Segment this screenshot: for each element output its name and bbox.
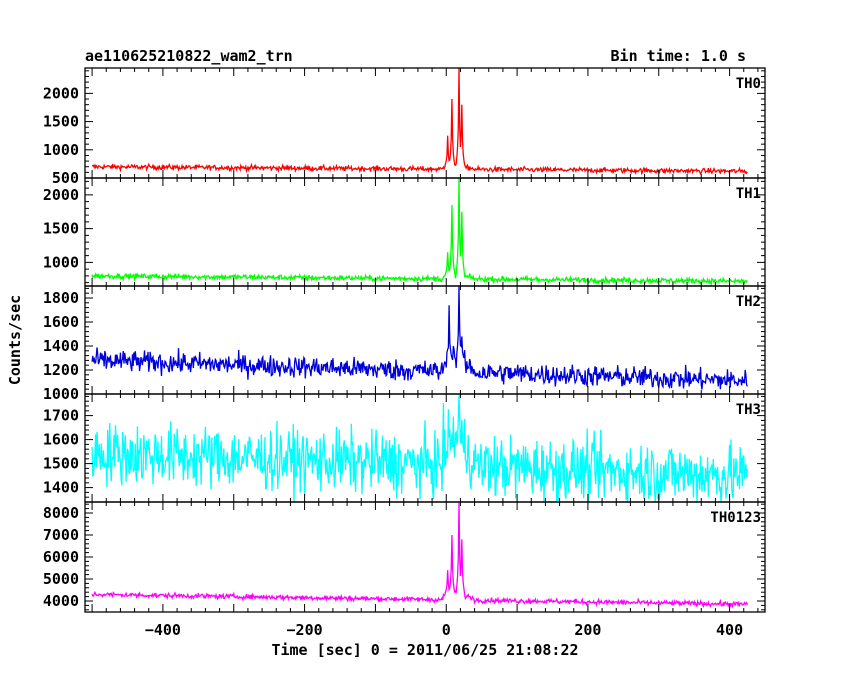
panel-th1: 1000 1500 2000 TH1 [43,177,766,287]
y-tick-label: 6000 [43,548,79,566]
x-tick-label: 400 [716,621,743,639]
panel-th3: 1400 1500 1600 1700 TH3 [43,393,766,503]
y-tick-label: 1400 [43,479,79,497]
y-tick-label: 2000 [43,84,79,102]
panel-th0123: 4000 5000 6000 7000 8000 TH0123 [43,501,766,613]
y-tick-label: 500 [52,169,79,187]
panel-frame [84,177,766,287]
panel-frame [84,67,766,179]
x-tick-label: 200 [574,621,601,639]
series-line-th0 [91,68,748,176]
y-tick-label: 7000 [43,526,79,544]
x-axis: −400 −200 0 200 400 [145,621,743,639]
series-line-th2 [91,286,748,390]
y-tick-label: 1400 [43,337,79,355]
y-tick-label: 1000 [43,141,79,159]
y-tick-label: 1500 [43,455,79,473]
y-tick-label: 1000 [43,253,79,271]
x-tick-label: −400 [145,621,181,639]
y-tick-label: 1500 [43,113,79,131]
y-tick-label: 2000 [43,186,79,204]
x-tick-label: −200 [287,621,323,639]
chart-panels: 500 1000 1500 2000 TH0 1000 1500 2000 TH1 1000 120… [43,67,766,613]
panel-label: TH0123 [710,510,761,526]
series-line-th3 [91,394,748,502]
y-tick-label: 1500 [43,220,79,238]
y-tick-label: 1700 [43,407,79,425]
x-tick-label: 0 [442,621,451,639]
panel-label: TH3 [736,402,761,418]
x-axis-label: Time [sec] 0 = 2011/06/25 21:08:22 [271,641,578,659]
panel-th0: 500 1000 1500 2000 TH0 [43,67,766,187]
y-tick-label: 1600 [43,431,79,449]
y-axis-label: Counts/sec [6,295,24,385]
panel-th2: 1000 1200 1400 1600 1800 TH2 [43,285,766,403]
bin-time-label: Bin time: 1.0 s [611,47,746,65]
panel-label: TH0 [736,76,761,92]
y-tick-label: 4000 [43,592,79,610]
panel-label: TH1 [736,186,761,202]
series-line-th0123 [91,502,748,609]
y-tick-label: 1000 [43,385,79,403]
y-tick-label: 8000 [43,504,79,522]
series-line-th1 [91,178,748,286]
y-tick-label: 1200 [43,361,79,379]
panel-label: TH2 [736,294,761,310]
y-tick-label: 1600 [43,313,79,331]
chart-title: ae110625210822_wam2_trn [85,47,293,65]
y-tick-label: 5000 [43,570,79,588]
y-tick-label: 1800 [43,289,79,307]
